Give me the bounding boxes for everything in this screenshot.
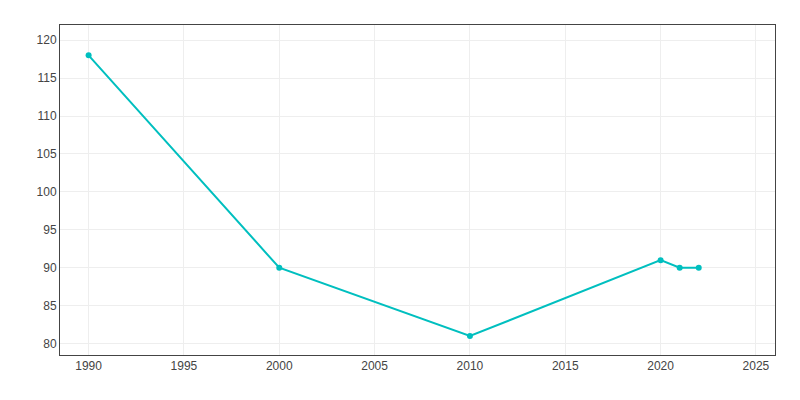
svg-text:1995: 1995 [171,359,198,373]
svg-text:80: 80 [43,337,57,351]
svg-text:90: 90 [43,261,57,275]
svg-text:2000: 2000 [266,359,293,373]
svg-text:2015: 2015 [552,359,579,373]
svg-text:100: 100 [37,185,57,199]
svg-text:85: 85 [43,299,57,313]
svg-text:2025: 2025 [743,359,770,373]
svg-text:115: 115 [37,71,56,85]
svg-text:1990: 1990 [75,359,102,373]
svg-text:2005: 2005 [361,359,388,373]
svg-text:105: 105 [37,147,57,161]
svg-text:2020: 2020 [647,359,674,373]
svg-text:110: 110 [37,109,56,123]
svg-text:120: 120 [37,33,57,47]
svg-text:95: 95 [43,223,57,237]
svg-text:2010: 2010 [457,359,484,373]
